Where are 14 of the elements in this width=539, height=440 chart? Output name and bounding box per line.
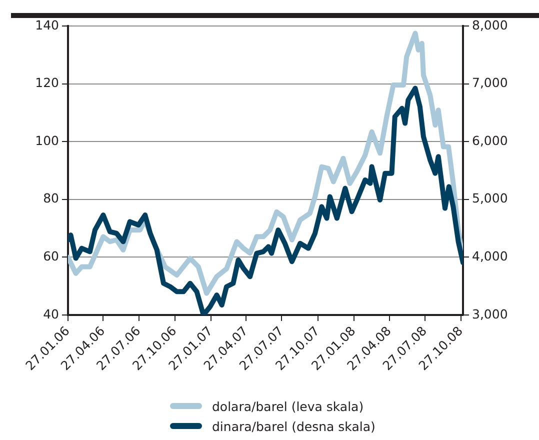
- legend-label: dolara/barel (leva skala): [212, 398, 364, 414]
- y-tick-label: 100: [35, 132, 60, 148]
- y-tick-label: 60: [43, 248, 60, 264]
- y-tick-label: 140: [35, 17, 60, 32]
- y2-tick-label: 8,000: [472, 17, 508, 32]
- y2-tick-label: 4,000: [472, 248, 508, 264]
- y2-tick-label: 3,000: [472, 306, 508, 322]
- y2-tick-label: 5,000: [472, 190, 508, 206]
- legend-label: dinara/barel (desna skala): [212, 418, 376, 434]
- y-tick-label: 80: [43, 190, 60, 206]
- y-tick-label: 40: [43, 306, 60, 322]
- y2-tick-label: 6,000: [472, 132, 508, 148]
- y2-tick-label: 7,000: [472, 75, 508, 90]
- y-tick-label: 120: [35, 75, 60, 90]
